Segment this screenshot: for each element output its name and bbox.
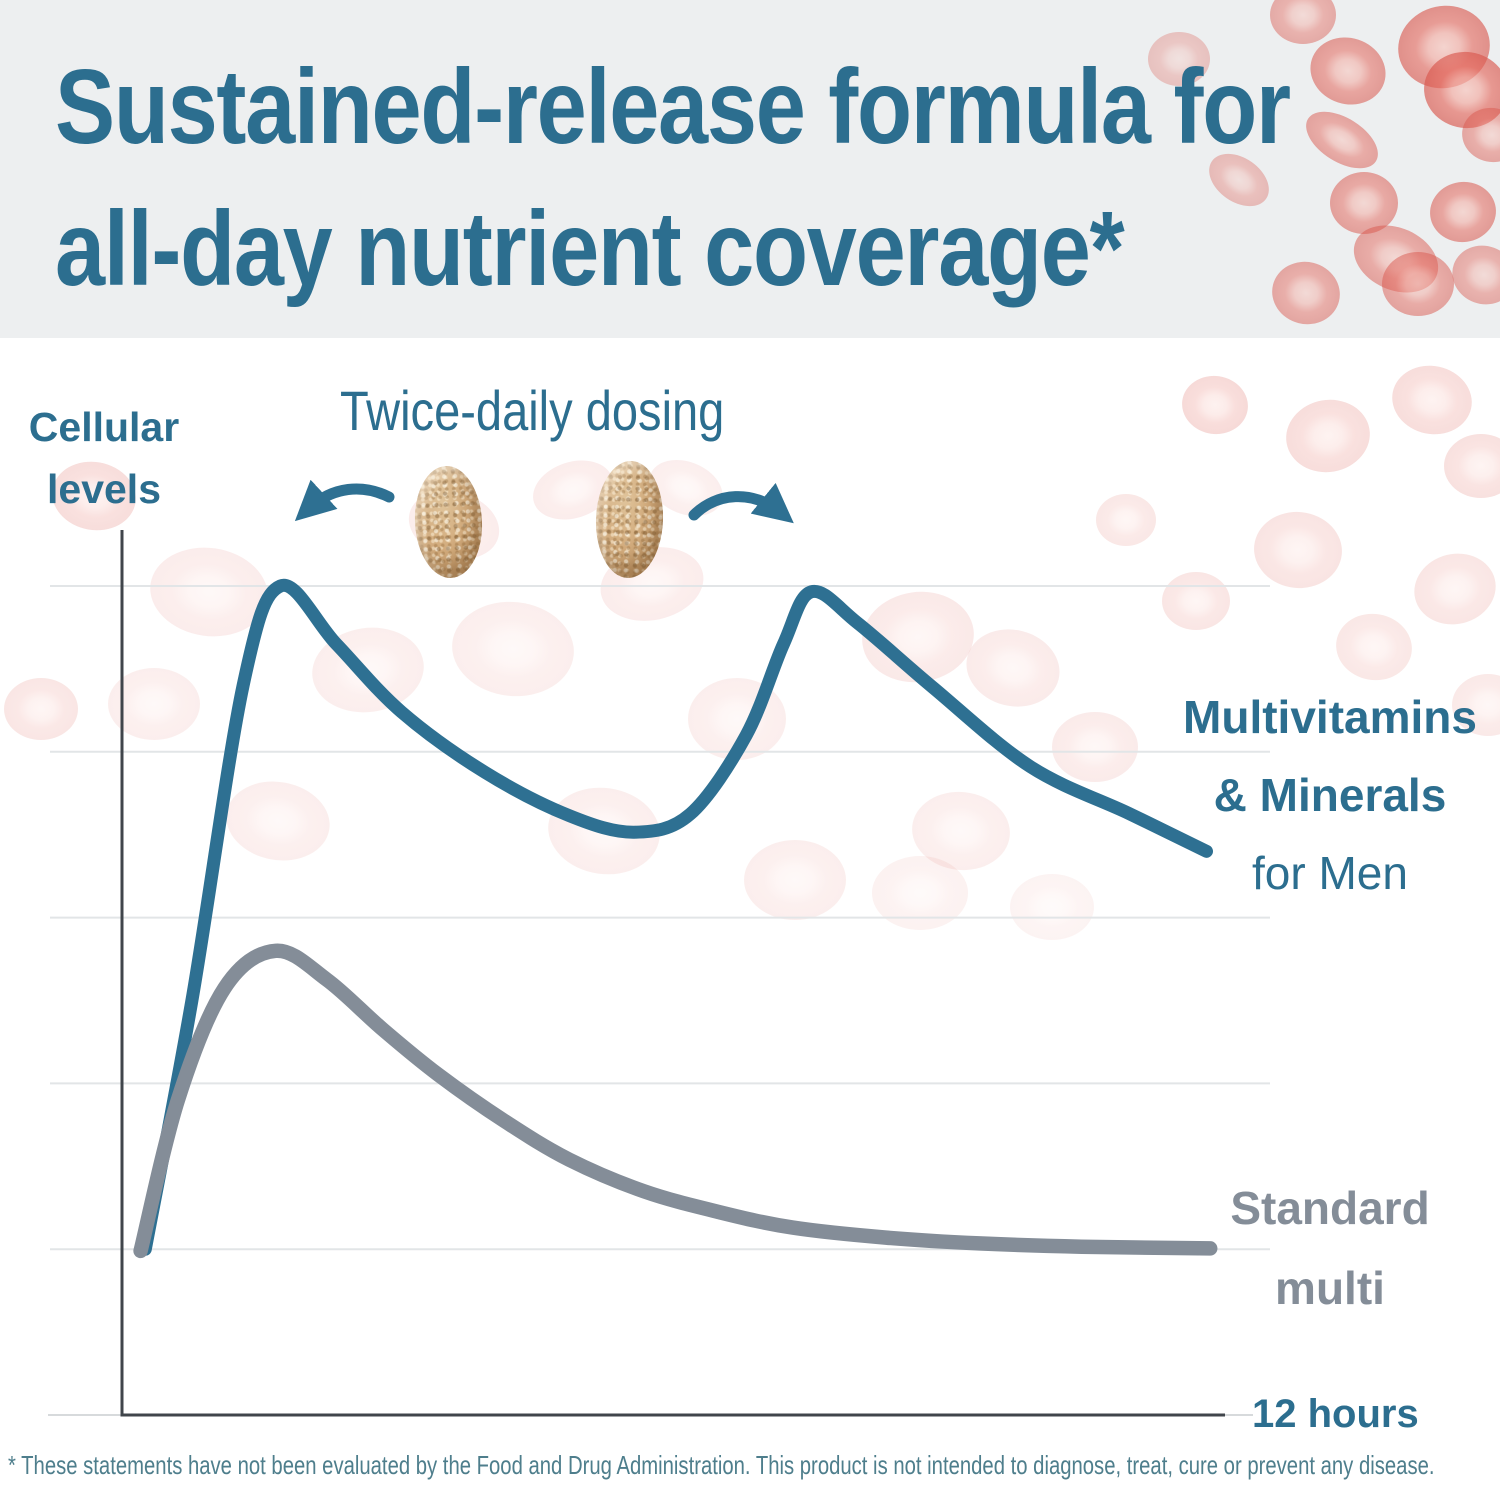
- page-title-line2: all-day nutrient coverage*: [55, 190, 1125, 308]
- legend-multivitamins-line2: & Minerals: [1213, 769, 1447, 821]
- dosing-arrow-left-icon: [294, 479, 395, 522]
- header-band: [0, 0, 1500, 338]
- legend-standard-line2: multi: [1275, 1262, 1385, 1314]
- dosing-arrow-right-icon: [688, 482, 794, 524]
- legend-multivitamins-line3: for Men: [1252, 847, 1408, 899]
- chart-series-curves: [133, 578, 1218, 1259]
- chart-gridlines: [50, 585, 1270, 1251]
- legend-multivitamins-line1: Multivitamins: [1183, 691, 1477, 743]
- series-curve-1: [133, 943, 1218, 1259]
- page-title: Sustained-release formula for all-day nut…: [55, 36, 1291, 320]
- page-title-line1: Sustained-release formula for: [55, 48, 1291, 166]
- legend-standard-multi: Standard multi: [1158, 1168, 1500, 1328]
- y-axis-label: Cellular levels: [28, 404, 180, 512]
- fda-disclaimer: * These statements have not been evaluat…: [8, 1450, 1435, 1480]
- legend-standard-line1: Standard: [1230, 1182, 1430, 1234]
- x-axis-label: 12 hours: [1252, 1392, 1419, 1436]
- dosing-annotation: Twice-daily dosing: [340, 379, 725, 442]
- series-curve-0: [138, 578, 1213, 1256]
- legend-multivitamins: Multivitamins & Minerals for Men: [1158, 678, 1500, 912]
